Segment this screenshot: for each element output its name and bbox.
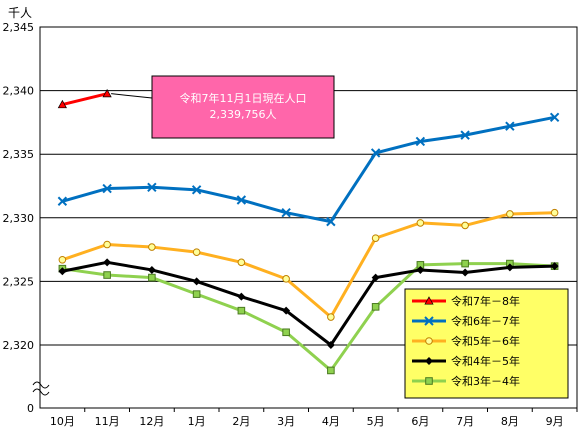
data-point [371, 303, 380, 311]
data-point [192, 277, 201, 286]
annotation: 令和7年11月1日現在人口 2,339,756人 [111, 75, 335, 139]
legend-label: 令和4年－5年 [451, 354, 520, 368]
data-point [505, 121, 515, 131]
data-point [461, 268, 470, 277]
data-point [102, 183, 112, 194]
legend-marker [424, 296, 434, 305]
series-line [62, 262, 555, 372]
series-line [62, 92, 108, 107]
series-line [61, 115, 555, 224]
x-axis-ticks: 10月 11月 12月 1月 2月 3月 4月 5月 6月 7月 8月 9月 [50, 408, 578, 428]
x-tick-label: 3月 [277, 415, 295, 428]
y-tick-label-zero: 0 [27, 402, 34, 415]
series-2 [58, 208, 559, 321]
y-tick-label: 2,340 [3, 85, 35, 98]
data-point [236, 195, 247, 205]
data-point [57, 196, 68, 206]
data-point [550, 262, 559, 271]
legend-marker [425, 337, 433, 345]
data-point [460, 130, 470, 140]
data-point [327, 313, 335, 321]
y-tick-label: 2,330 [3, 212, 35, 225]
data-point [416, 219, 425, 227]
data-point [281, 208, 291, 218]
data-point [237, 306, 246, 315]
data-point [237, 258, 246, 267]
data-point [103, 240, 111, 249]
data-point [282, 306, 291, 315]
y-tick-label: 2,325 [3, 275, 35, 288]
annotation-title: 令和7年11月1日現在人口 [180, 91, 307, 105]
x-tick-label: 12月 [139, 415, 164, 428]
data-point [370, 148, 381, 158]
axis-break-icon [32, 381, 50, 396]
data-point [58, 255, 67, 264]
data-point [327, 366, 335, 375]
y-tick-label: 2,345 [3, 21, 35, 34]
legend-label: 令和6年－7年 [451, 314, 520, 328]
annotation-box [151, 75, 335, 139]
data-point [58, 267, 67, 276]
series-1 [57, 112, 560, 227]
legend-label: 令和7年－8年 [451, 294, 520, 308]
legend-marker [424, 316, 434, 326]
data-point [505, 263, 514, 272]
y-axis-ticks: 2,345 2,340 2,335 2,330 2,325 2,320 0 [3, 21, 35, 415]
data-point [148, 243, 156, 251]
annotation-pointer [111, 93, 153, 99]
data-point [57, 99, 67, 109]
data-point [550, 208, 559, 217]
data-point [282, 275, 290, 283]
x-tick-label: 8月 [501, 415, 519, 428]
legend-marker [425, 357, 433, 365]
data-point [102, 88, 112, 98]
data-point [326, 216, 336, 227]
data-point [415, 136, 426, 147]
legend-marker [425, 377, 433, 385]
data-point [192, 248, 201, 256]
data-point [371, 234, 380, 242]
x-tick-label: 4月 [322, 415, 340, 428]
data-point [237, 292, 246, 301]
data-point [103, 258, 112, 267]
series-line [61, 211, 555, 319]
x-tick-label: 6月 [411, 415, 429, 428]
y-tick-label: 2,320 [3, 339, 35, 352]
data-point [191, 185, 202, 195]
legend-label: 令和5年－6年 [451, 334, 520, 348]
x-tick-label: 10月 [50, 415, 75, 428]
y-tick-label: 2,335 [3, 148, 35, 161]
data-point [282, 328, 290, 337]
x-tick-label: 9月 [546, 415, 564, 428]
x-tick-label: 1月 [188, 415, 206, 428]
data-point [416, 265, 425, 274]
data-point [461, 221, 469, 230]
data-point [147, 182, 157, 192]
data-point [549, 112, 560, 123]
series-0 [57, 88, 112, 109]
x-tick-label: 7月 [456, 415, 474, 428]
legend-label: 令和3年－4年 [451, 374, 520, 388]
data-point [147, 265, 156, 274]
data-point [326, 341, 335, 349]
x-tick-label: 5月 [367, 415, 385, 428]
data-point [148, 273, 156, 282]
data-point [103, 271, 111, 279]
data-point [461, 259, 469, 268]
unit-label: 千人 [8, 6, 32, 20]
data-point [506, 210, 514, 218]
x-tick-label: 11月 [95, 415, 120, 428]
series-line [62, 260, 555, 347]
data-point [192, 290, 201, 298]
series-3 [58, 258, 559, 349]
data-point [371, 273, 380, 282]
annotation-value: 2,339,756人 [210, 108, 277, 121]
x-tick-label: 2月 [232, 415, 250, 428]
series-group [57, 88, 560, 375]
